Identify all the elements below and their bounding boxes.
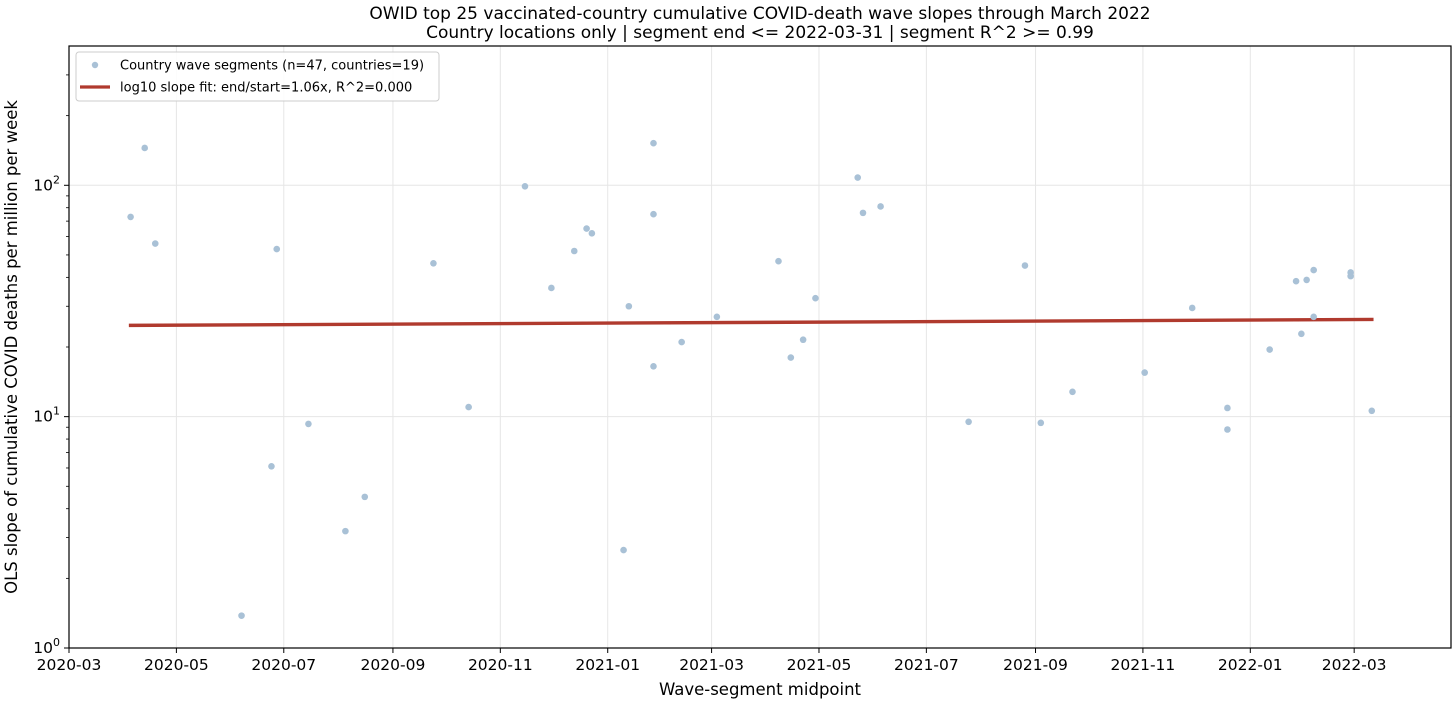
plot-area-frame	[68, 45, 1452, 649]
scatter-point	[521, 182, 529, 190]
scatter-point	[238, 612, 245, 619]
scatter-point	[1037, 419, 1045, 427]
x-tick-label: 2021-11	[1111, 656, 1176, 674]
y-tick-label: 100	[33, 636, 60, 657]
scatter-point	[127, 213, 134, 221]
legend-label-fit: log10 slope fit: end/start=1.06x, R^2=0.…	[120, 81, 412, 96]
scatter-point	[650, 363, 657, 370]
x-tick-label: 2021-09	[1003, 656, 1068, 674]
scatter-point	[268, 463, 275, 470]
x-tick-label: 2020-11	[468, 656, 533, 674]
scatter-point	[1141, 369, 1148, 376]
scatter-point	[583, 225, 590, 232]
x-tick-label: 2021-01	[575, 656, 640, 674]
scatter-point	[787, 354, 795, 361]
y-axis-ticks: 100 101 102	[33, 74, 69, 657]
scatter-point	[588, 230, 596, 237]
y-tick-label: 102	[33, 173, 60, 194]
legend-box	[75, 51, 440, 102]
x-tick-label: 2021-05	[787, 656, 852, 674]
scatter-point	[1188, 304, 1196, 312]
legend-marker-scatter	[91, 61, 99, 69]
x-axis-ticks: 2020-03 2020-05 2020-07 2020-09 2020-11 2021-…	[37, 648, 1387, 674]
fit-line	[128, 317, 1374, 328]
x-tick-label: 2022-03	[1322, 656, 1387, 674]
x-tick-label: 2020-03	[37, 656, 102, 674]
scatter-point	[1224, 404, 1231, 412]
fit-line-layer	[128, 317, 1374, 328]
chart-title-line-2: Country locations only | segment end <= …	[426, 23, 1094, 43]
scatter-point	[650, 139, 657, 147]
x-tick-label: 2020-05	[144, 656, 209, 674]
scatter-point	[570, 247, 578, 255]
scatter-point	[1298, 330, 1305, 338]
scatter-point	[1368, 407, 1376, 415]
scatter-point	[1347, 272, 1354, 280]
scatter-point	[620, 546, 627, 554]
y-tick-label: 101	[33, 405, 60, 426]
scatter-point	[625, 302, 633, 310]
scatter-points	[127, 139, 1376, 619]
scatter-point	[854, 174, 862, 181]
scatter-point	[877, 203, 884, 210]
scatter-point	[859, 209, 867, 217]
x-tick-label: 2020-07	[251, 656, 316, 674]
x-tick-label: 2021-07	[894, 656, 959, 674]
scatter-point	[361, 493, 369, 501]
x-tick-label: 2020-09	[361, 656, 426, 674]
scatter-point	[141, 144, 149, 152]
scatter-point	[1021, 262, 1029, 269]
scatter-point	[775, 257, 782, 265]
x-axis-label: Wave-segment midpoint	[659, 680, 862, 699]
scatter-point	[1224, 426, 1231, 433]
scatter-point	[1310, 313, 1317, 321]
legend: Country wave segments (n=47, countries=1…	[75, 51, 440, 102]
scatter-point	[1303, 276, 1310, 284]
scatter-point	[465, 403, 472, 411]
scatter-point	[305, 420, 312, 428]
scatter-point	[342, 527, 349, 535]
chart-title-line-1: OWID top 25 vaccinated-country cumulativ…	[369, 4, 1150, 24]
scatter-point	[799, 336, 807, 344]
grid	[68, 46, 1451, 649]
scatter-point	[548, 284, 555, 292]
scatter-point	[1069, 388, 1076, 396]
legend-label-scatter: Country wave segments (n=47, countries=1…	[120, 59, 424, 74]
x-tick-label: 2021-03	[679, 656, 744, 674]
scatter-point	[650, 210, 657, 218]
scatter-point	[1310, 266, 1317, 274]
x-tick-label: 2022-01	[1218, 656, 1283, 674]
y-axis-label: OLS slope of cumulative COVID deaths per…	[2, 100, 21, 594]
scatter-point	[273, 245, 281, 253]
scatter-point	[812, 294, 819, 302]
scatter-point	[1266, 346, 1273, 353]
scatter-point	[678, 338, 685, 346]
scatter-point	[430, 260, 437, 267]
scatter-point	[713, 313, 721, 321]
scatter-point	[151, 240, 159, 247]
scatter-point	[1292, 277, 1300, 285]
scatter-point	[965, 418, 972, 426]
